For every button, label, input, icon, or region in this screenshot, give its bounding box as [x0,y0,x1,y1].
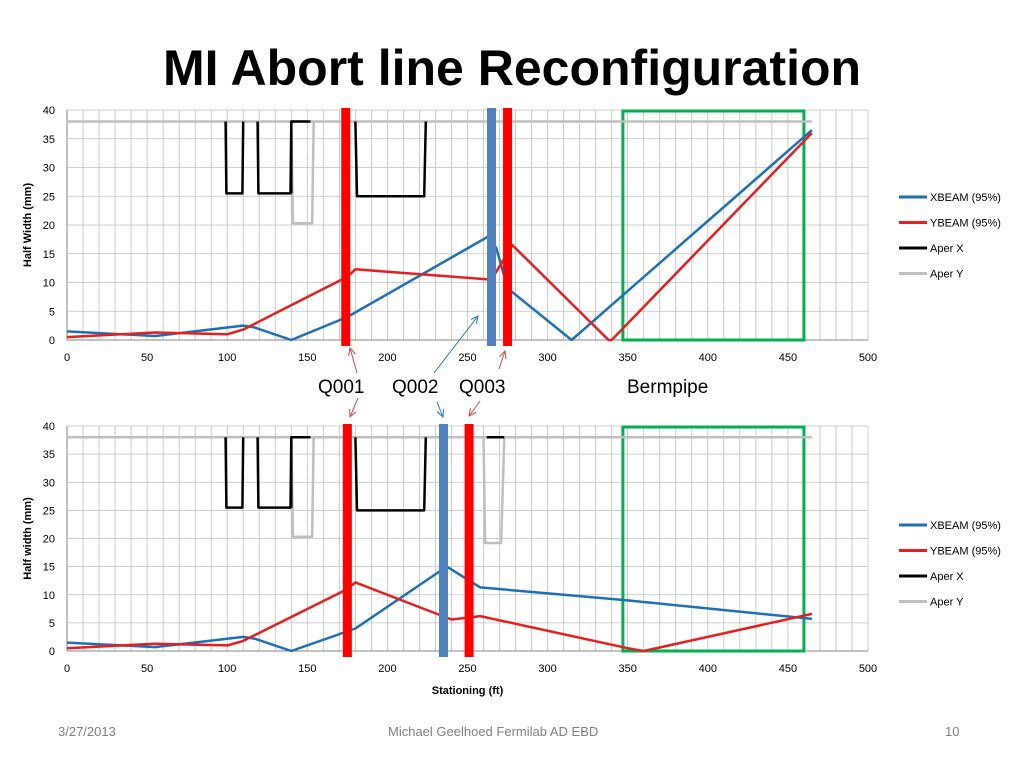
y-tick-label: 15 [43,249,55,261]
q002-arrow-up [433,315,479,374]
x-tick-label: 200 [378,663,396,675]
bermpipe-box [621,425,806,653]
q001-arrow-down [349,397,359,418]
series-aper-x [354,437,428,512]
q002-arrow-down [436,401,444,418]
y-tick-label: 0 [49,335,55,347]
x-tick-label: 450 [779,352,797,364]
x-tick-label: 150 [298,663,316,675]
x-tick-label: 450 [779,663,797,675]
series-aper-x [256,437,293,509]
y-tick-label: 0 [49,646,55,658]
series-aper-x [256,121,293,195]
q003-arrow-up [498,350,506,370]
y-axis-title: Half Width (mm) [22,183,34,268]
series-aper-y [290,437,315,539]
y-tick-label: 10 [43,278,55,290]
q003-label: Q003 [459,377,506,398]
legend-label: Aper X [930,571,964,583]
y-tick-label: 30 [43,163,55,175]
y-tick-label: 10 [43,590,55,602]
series-ybeam-95 [66,581,813,653]
bermpipe-label: Bermpipe [627,377,709,398]
magnet-bar-1 [342,424,352,657]
series-xbeam-95 [66,129,813,342]
q003-arrow-up-head [499,349,507,359]
x-tick-label: 300 [538,352,556,364]
y-tick-label: 20 [43,220,55,232]
q001-arrow-up [349,347,358,374]
magnet-bar-2 [438,424,448,657]
y-tick-label: 15 [43,562,55,574]
q002-arrow-down-head [436,408,445,419]
series-aper-y [290,121,315,225]
bermpipe-box [621,109,806,342]
footer-date: 3/27/2013 [58,724,116,739]
series-aper-x [224,437,245,509]
q003-arrow-down-head [468,408,477,417]
series-aper-x [354,121,428,198]
x-tick-label: 100 [218,352,236,364]
y-axis-title: Half width (mm) [22,497,34,580]
x-tick-label: 150 [298,352,316,364]
magnet-bar-1 [341,108,351,346]
footer-author: Michael Geelhoed Fermilab AD EBD [388,724,599,739]
q003-arrow-down [468,400,481,417]
slide-title: MI Abort line Reconfiguration [162,40,862,96]
x-tick-label: 400 [699,663,717,675]
y-tick-label: 35 [43,134,55,146]
legend-label: XBEAM (95%) [930,520,1001,532]
q002-arrow-up-head [470,315,479,324]
q001-arrow-up-head [348,346,356,356]
magnet-bar-2 [487,108,497,346]
y-tick-label: 25 [43,505,55,517]
x-tick-label: 0 [64,352,70,364]
y-tick-label: 5 [49,306,55,318]
x-tick-label: 350 [619,352,637,364]
legend-label: YBEAM (95%) [930,546,1001,558]
y-tick-label: 25 [43,191,55,203]
q001-label: Q001 [318,377,365,398]
series-aper-x [290,436,311,508]
series-aper-x [224,121,245,195]
legend-label: Aper X [930,243,964,255]
x-tick-label: 200 [378,352,396,364]
legend-label: Aper Y [930,597,964,609]
series-ybeam-95 [66,132,813,342]
y-tick-label: 5 [49,618,55,630]
x-tick-label: 400 [699,352,717,364]
x-tick-label: 500 [859,352,877,364]
x-tick-label: 300 [538,663,556,675]
legend-label: XBEAM (95%) [930,192,1001,204]
y-tick-label: 40 [43,105,55,117]
y-tick-label: 40 [43,421,55,433]
legend-label: Aper Y [930,269,964,281]
x-tick-label: 50 [141,352,153,364]
q002-label: Q002 [392,377,439,398]
x-tick-label: 250 [458,663,476,675]
x-tick-label: 0 [64,663,70,675]
series-xbeam-95 [66,565,813,653]
q001-arrow-down-head [349,408,357,419]
series-aper-x [290,120,311,194]
series-aper-y [482,437,506,545]
x-tick-label: 350 [619,663,637,675]
x-tick-label: 50 [141,663,153,675]
magnet-bar-3 [503,108,513,346]
magnet-bar-3 [464,424,474,657]
x-tick-label: 100 [218,663,236,675]
footer-page-number: 10 [945,724,960,739]
x-tick-label: 500 [859,663,877,675]
legend-label: YBEAM (95%) [930,218,1001,230]
x-tick-label: 250 [458,352,476,364]
y-tick-label: 30 [43,477,55,489]
y-tick-label: 35 [43,449,55,461]
y-tick-label: 20 [43,534,55,546]
x-axis-title: Stationing (ft) [432,685,504,697]
